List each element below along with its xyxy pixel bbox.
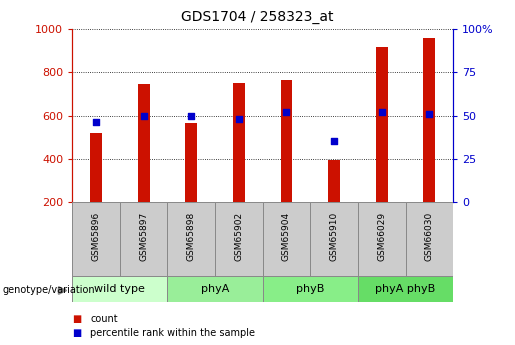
- Text: ■: ■: [72, 314, 81, 324]
- Point: [140, 113, 148, 118]
- FancyBboxPatch shape: [215, 202, 263, 278]
- FancyBboxPatch shape: [358, 202, 405, 278]
- FancyBboxPatch shape: [263, 276, 358, 302]
- FancyBboxPatch shape: [358, 276, 453, 302]
- FancyBboxPatch shape: [167, 202, 215, 278]
- Text: wild type: wild type: [94, 284, 145, 294]
- Bar: [233, 83, 245, 202]
- Bar: [328, 160, 340, 202]
- Text: phyB: phyB: [296, 284, 324, 294]
- FancyBboxPatch shape: [119, 202, 167, 278]
- Text: GDS1704 / 258323_at: GDS1704 / 258323_at: [181, 10, 334, 24]
- Point: [187, 113, 195, 118]
- Text: phyA phyB: phyA phyB: [375, 284, 436, 294]
- Text: genotype/variation: genotype/variation: [3, 286, 95, 295]
- Text: GSM66029: GSM66029: [377, 211, 386, 260]
- Text: GSM65904: GSM65904: [282, 211, 291, 260]
- FancyBboxPatch shape: [72, 202, 119, 278]
- Point: [92, 120, 100, 125]
- Text: percentile rank within the sample: percentile rank within the sample: [90, 328, 255, 338]
- Text: GSM65897: GSM65897: [139, 211, 148, 260]
- Text: ■: ■: [72, 328, 81, 338]
- FancyBboxPatch shape: [310, 202, 358, 278]
- Text: count: count: [90, 314, 118, 324]
- Text: GSM65898: GSM65898: [187, 211, 196, 260]
- Bar: [185, 123, 197, 202]
- FancyBboxPatch shape: [72, 276, 167, 302]
- FancyBboxPatch shape: [167, 276, 263, 302]
- Text: GSM65902: GSM65902: [234, 211, 243, 260]
- Bar: [423, 38, 435, 202]
- Point: [330, 139, 338, 144]
- Point: [425, 111, 434, 117]
- Text: phyA: phyA: [201, 284, 229, 294]
- FancyBboxPatch shape: [263, 202, 310, 278]
- Bar: [138, 84, 149, 202]
- Bar: [90, 133, 102, 202]
- Point: [235, 116, 243, 122]
- Point: [282, 109, 290, 115]
- Bar: [281, 80, 293, 202]
- Bar: [376, 47, 388, 202]
- Point: [377, 109, 386, 115]
- Text: GSM65910: GSM65910: [330, 211, 338, 260]
- FancyBboxPatch shape: [405, 202, 453, 278]
- Text: GSM65896: GSM65896: [92, 211, 100, 260]
- Text: GSM66030: GSM66030: [425, 211, 434, 260]
